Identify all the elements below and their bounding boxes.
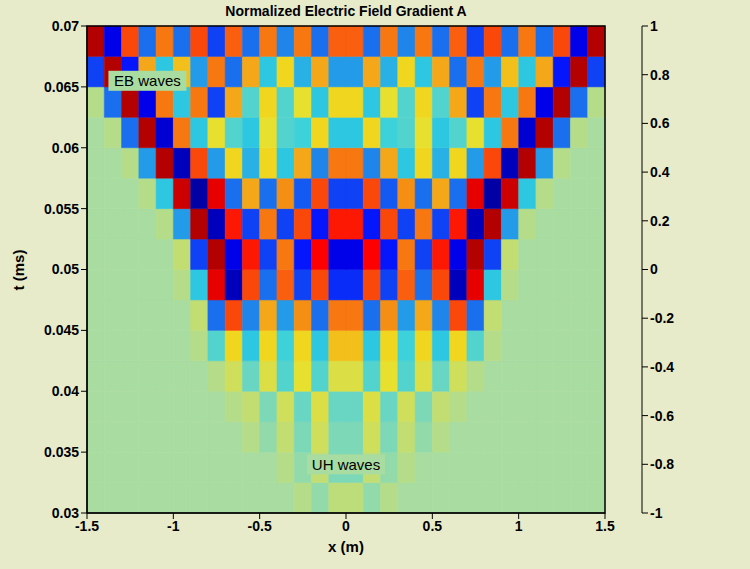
svg-text:UH waves: UH waves (312, 456, 380, 473)
svg-text:0: 0 (342, 518, 350, 534)
svg-text:0.055: 0.055 (44, 201, 79, 217)
html-text:t (ms): t (ms) (9, 249, 27, 291)
html-text:Normalized Electric Field Grad: Normalized Electric Field Gradient A (225, 3, 467, 19)
svg-text:-0.8: -0.8 (650, 456, 674, 472)
svg-text:1: 1 (650, 18, 658, 34)
svg-text:1.5: 1.5 (595, 518, 615, 534)
svg-text:0.065: 0.065 (44, 79, 79, 95)
svg-text:0.6: 0.6 (650, 115, 670, 131)
svg-text:-1: -1 (167, 518, 180, 534)
svg-text:0.03: 0.03 (52, 505, 79, 521)
svg-text:0.4: 0.4 (650, 164, 670, 180)
svg-text:0.07: 0.07 (52, 18, 79, 34)
svg-text:1: 1 (515, 518, 523, 534)
svg-text:-0.4: -0.4 (650, 359, 674, 375)
svg-text:-1: -1 (650, 505, 663, 521)
svg-text:0.2: 0.2 (650, 213, 670, 229)
svg-text:0.05: 0.05 (52, 261, 79, 277)
svg-text:0.04: 0.04 (52, 383, 79, 399)
svg-text:0.5: 0.5 (423, 518, 443, 534)
svg-text:-0.2: -0.2 (650, 310, 674, 326)
svg-text:EB waves: EB waves (114, 72, 181, 89)
svg-text:-0.6: -0.6 (650, 408, 674, 424)
html-text:x (m): x (m) (328, 538, 364, 555)
svg-text:0.06: 0.06 (52, 140, 79, 156)
svg-text:0.045: 0.045 (44, 322, 79, 338)
svg-text:0.035: 0.035 (44, 444, 79, 460)
svg-text:0: 0 (650, 261, 658, 277)
svg-text:0.8: 0.8 (650, 67, 670, 83)
svg-text:-1.5: -1.5 (74, 517, 100, 534)
svg-text:-0.5: -0.5 (248, 518, 272, 534)
